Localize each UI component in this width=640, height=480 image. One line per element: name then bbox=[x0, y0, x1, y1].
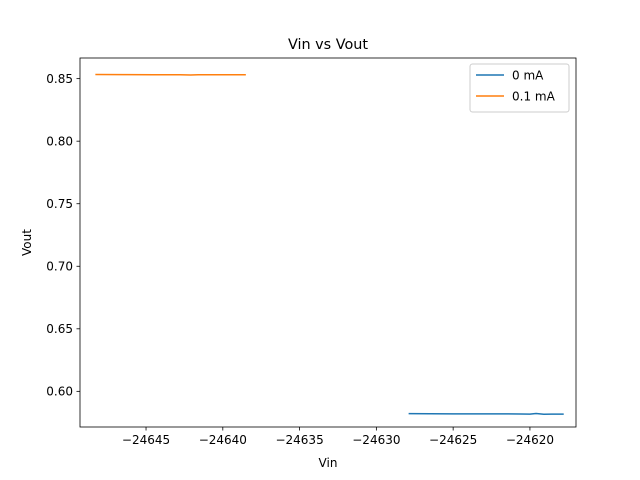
y-tick-label: 0.70 bbox=[46, 260, 73, 274]
x-tick-label: −24630 bbox=[352, 433, 400, 447]
y-axis: 0.60 0.65 0.70 0.75 0.80 0.85 bbox=[46, 72, 80, 399]
y-tick-label: 0.60 bbox=[46, 385, 73, 399]
legend: 0 mA 0.1 mA bbox=[469, 63, 570, 113]
y-tick-label: 0.65 bbox=[46, 322, 73, 336]
series-line-1 bbox=[95, 73, 246, 76]
x-tick-label: −24645 bbox=[122, 433, 170, 447]
x-tick-label: −24635 bbox=[275, 433, 323, 447]
x-tick-label: −24620 bbox=[506, 433, 554, 447]
axes-frame bbox=[79, 57, 577, 428]
legend-label-0: 0 mA bbox=[512, 68, 544, 82]
legend-label-1: 0.1 mA bbox=[512, 89, 556, 103]
plot-area bbox=[95, 73, 564, 415]
y-tick-label: 0.80 bbox=[46, 134, 73, 148]
x-axis: −24645 −24640 −24635 −24630 −24625 −24620 bbox=[122, 427, 554, 447]
series-line-0 bbox=[408, 412, 564, 415]
x-tick-label: −24625 bbox=[429, 433, 477, 447]
y-axis-label: Vout bbox=[20, 229, 34, 256]
legend-box bbox=[469, 63, 570, 113]
x-axis-label: Vin bbox=[319, 456, 338, 470]
y-tick-label: 0.75 bbox=[46, 197, 73, 211]
y-tick-label: 0.85 bbox=[46, 72, 73, 86]
x-tick-label: −24640 bbox=[199, 433, 247, 447]
chart-title: Vin vs Vout bbox=[288, 37, 368, 53]
